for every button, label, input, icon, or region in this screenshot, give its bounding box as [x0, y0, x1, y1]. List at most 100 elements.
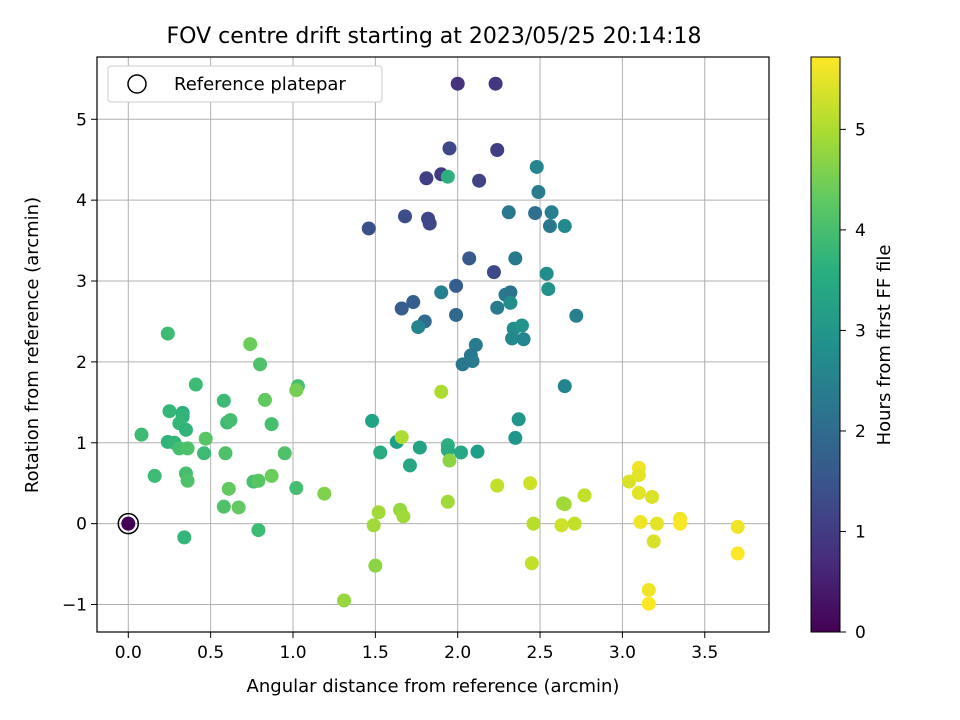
- data-point: [198, 431, 213, 446]
- colorbar-tick-label: 1: [855, 522, 866, 542]
- data-point: [188, 377, 203, 392]
- data-point: [472, 173, 487, 188]
- data-point: [569, 308, 584, 323]
- data-point: [567, 516, 582, 531]
- y-axis-label: Rotation from reference (arcmin): [22, 197, 43, 493]
- data-point: [251, 523, 266, 538]
- data-point: [542, 219, 557, 234]
- x-tick-label: 3.0: [609, 643, 636, 663]
- x-tick-label: 0.0: [115, 643, 142, 663]
- data-point: [221, 481, 236, 496]
- x-axis-ticks: 0.0 0.5 1.0 1.5 2.0 2.5 3.0 3.5: [115, 632, 718, 663]
- colorbar-tick-label: 4: [855, 221, 866, 241]
- data-point: [317, 486, 332, 501]
- data-point: [541, 282, 556, 297]
- data-point: [503, 295, 518, 310]
- data-point: [264, 417, 279, 432]
- data-point: [470, 444, 485, 459]
- data-point: [289, 383, 304, 398]
- data-point: [394, 430, 409, 445]
- y-tick-label: 2: [76, 353, 87, 373]
- data-point: [366, 518, 381, 533]
- data-point: [544, 205, 559, 220]
- legend-marker: [127, 74, 147, 94]
- data-point: [162, 404, 177, 419]
- data-point: [160, 326, 175, 341]
- data-point: [337, 593, 352, 608]
- data-point: [394, 301, 409, 316]
- data-point: [641, 596, 656, 611]
- x-tick-label: 1.0: [279, 643, 306, 663]
- data-point: [557, 379, 572, 394]
- data-point: [523, 476, 538, 491]
- data-point: [508, 430, 523, 445]
- grid: [97, 57, 769, 632]
- data-point: [442, 453, 457, 468]
- data-point: [223, 413, 238, 428]
- data-point: [641, 582, 656, 597]
- data-point: [365, 413, 380, 428]
- x-tick-label: 2.0: [444, 643, 471, 663]
- data-point: [730, 546, 745, 561]
- data-point: [490, 478, 505, 493]
- data-point: [411, 320, 426, 335]
- chart-title: FOV centre drift starting at 2023/05/25 …: [167, 24, 702, 49]
- data-point: [449, 307, 464, 322]
- data-point: [361, 221, 376, 236]
- data-point: [526, 516, 541, 531]
- data-point: [277, 446, 292, 461]
- data-point: [368, 558, 383, 573]
- data-point: [539, 266, 554, 281]
- data-point: [486, 265, 501, 280]
- data-point: [631, 485, 646, 500]
- data-point: [450, 76, 465, 91]
- data-point: [505, 331, 520, 346]
- colorbar: 0 1 2 3 4 5 Hours from first FF file: [810, 56, 895, 643]
- x-tick-label: 0.5: [197, 643, 224, 663]
- data-point: [398, 209, 412, 224]
- data-point: [554, 518, 569, 533]
- y-tick-label: −1: [62, 596, 87, 616]
- data-point: [646, 534, 661, 549]
- data-point: [402, 458, 417, 473]
- colorbar-gradient: [810, 56, 841, 633]
- legend: Reference platepar: [107, 65, 383, 103]
- data-point: [557, 219, 572, 234]
- data-point: [524, 556, 539, 571]
- data-point: [440, 443, 455, 458]
- reference-marker-group: [117, 512, 140, 535]
- data-point: [442, 141, 457, 156]
- y-tick-label: 1: [76, 434, 87, 454]
- data-point: [197, 446, 212, 461]
- legend-label: Reference platepar: [174, 74, 346, 95]
- y-tick-label: 4: [76, 191, 87, 211]
- data-point: [449, 278, 464, 293]
- data-point: [673, 516, 688, 531]
- data-point: [490, 143, 505, 158]
- data-point: [462, 251, 477, 266]
- data-point: [631, 468, 646, 483]
- data-point: [253, 357, 268, 372]
- data-point: [622, 474, 636, 489]
- data-point: [434, 285, 449, 300]
- data-point: [406, 295, 421, 310]
- data-point: [633, 515, 648, 530]
- data-point: [258, 392, 272, 407]
- data-point: [577, 488, 592, 503]
- data-point: [557, 497, 572, 512]
- y-tick-label: 5: [76, 110, 87, 130]
- y-axis-ticks: −1 0 1 2 3 4 5: [62, 110, 97, 616]
- scatter-points: [134, 76, 745, 611]
- reference-point: [121, 516, 136, 531]
- data-point: [396, 509, 411, 524]
- data-point: [289, 481, 304, 496]
- data-point: [134, 427, 149, 442]
- x-axis-label: Angular distance from reference (arcmin): [247, 676, 620, 697]
- legend-box: [107, 65, 383, 103]
- data-point: [730, 519, 745, 534]
- colorbar-ticks: 0 1 2 3 4 5: [840, 120, 866, 643]
- data-point: [490, 300, 505, 315]
- x-tick-label: 2.5: [527, 643, 554, 663]
- data-point: [528, 206, 543, 221]
